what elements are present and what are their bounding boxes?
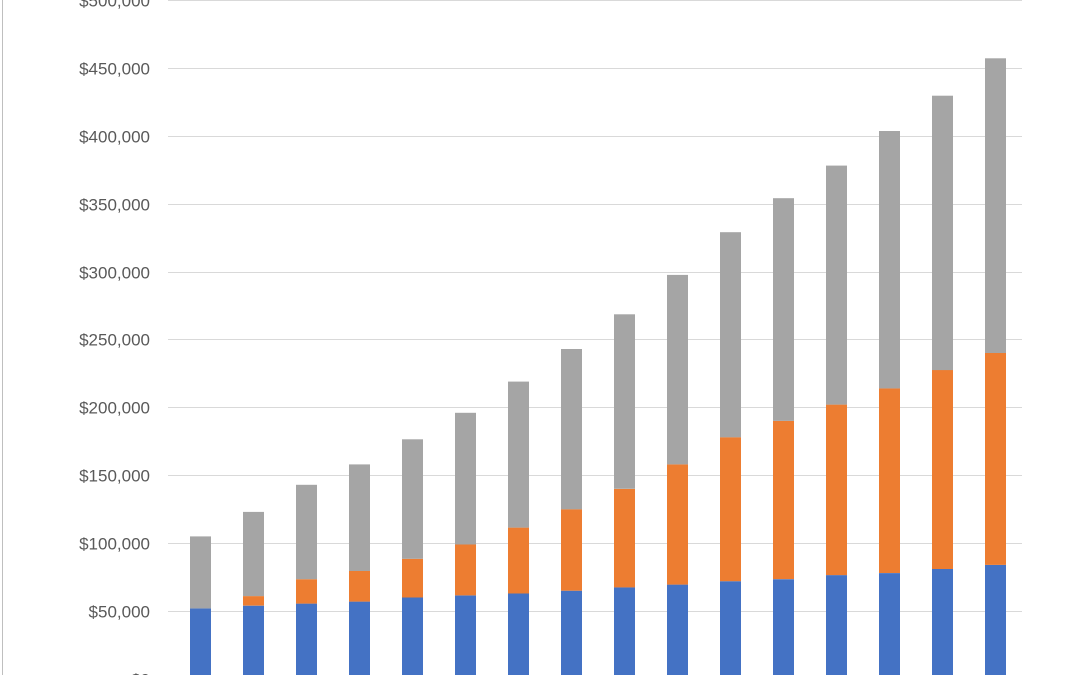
bar-segment-series-3 [614, 314, 635, 489]
bar-segment-series-2 [243, 596, 264, 606]
bar-segment-series-1 [932, 569, 953, 675]
bar-segment-series-3 [296, 484, 317, 580]
bar-segment-series-2 [614, 488, 635, 588]
bar-segment-series-1 [508, 593, 529, 675]
bar-segment-series-3 [349, 464, 370, 571]
bar-segment-series-1 [667, 584, 688, 675]
bar-segment-series-2 [561, 509, 582, 591]
y-tick-label: $450,000 [79, 60, 150, 79]
y-tick-label: $0 [131, 671, 150, 675]
bar-segment-series-1 [826, 575, 847, 675]
bar-segment-series-2 [455, 544, 476, 596]
y-tick-label: $250,000 [79, 331, 150, 350]
bar-segment-series-2 [932, 370, 953, 569]
bar-segment-series-3 [455, 412, 476, 545]
bar-segment-series-2 [720, 437, 741, 582]
bar-segment-series-3 [190, 536, 211, 609]
y-axis-tick-labels: $0 $50,000 $100,000 $150,000 $200,000 $250,00… [79, 0, 150, 675]
bar-segment-series-1 [349, 601, 370, 675]
y-tick-label: $50,000 [89, 603, 150, 622]
bar-segment-series-1 [296, 603, 317, 675]
bar-segment-series-3 [720, 232, 741, 438]
bar-segment-series-1 [985, 564, 1006, 675]
bar-segment-series-2 [826, 404, 847, 576]
bar-segment-series-3 [826, 165, 847, 405]
bar-segment-series-1 [614, 587, 635, 675]
y-tick-label: $350,000 [79, 196, 150, 215]
bar-segment-series-1 [402, 597, 423, 675]
bar-segment-series-2 [349, 571, 370, 602]
bar-segment-series-3 [243, 511, 264, 597]
bar-segment-series-2 [667, 464, 688, 585]
y-tick-label: $200,000 [79, 399, 150, 418]
bar-segment-series-1 [773, 579, 794, 675]
bar-segment-series-1 [243, 605, 264, 675]
bar-segment-series-3 [402, 439, 423, 559]
bar-segment-series-1 [720, 581, 741, 675]
bar-segment-series-3 [985, 58, 1006, 354]
bars [190, 58, 1006, 675]
y-tick-label: $500,000 [79, 0, 150, 11]
y-tick-label: $300,000 [79, 264, 150, 283]
bar-segment-series-2 [773, 420, 794, 580]
bar-segment-series-3 [879, 131, 900, 389]
bar-segment-series-1 [455, 595, 476, 675]
bar-segment-series-2 [402, 558, 423, 598]
bar-segment-series-3 [561, 349, 582, 510]
bar-segment-series-1 [879, 573, 900, 675]
y-tick-label: $150,000 [79, 467, 150, 486]
bar-segment-series-3 [773, 198, 794, 421]
bar-segment-series-1 [561, 590, 582, 675]
bar-segment-series-2 [296, 579, 317, 604]
bar-segment-series-2 [985, 353, 1006, 565]
y-tick-label: $400,000 [79, 128, 150, 147]
y-tick-label: $100,000 [79, 535, 150, 554]
bar-segment-series-3 [667, 274, 688, 465]
bar-segment-series-2 [508, 527, 529, 594]
chart-area-left-border [2, 0, 3, 675]
bar-segment-series-3 [932, 95, 953, 371]
bar-segment-series-3 [508, 381, 529, 528]
bar-segment-series-1 [190, 608, 211, 675]
bar-segment-series-2 [879, 388, 900, 573]
